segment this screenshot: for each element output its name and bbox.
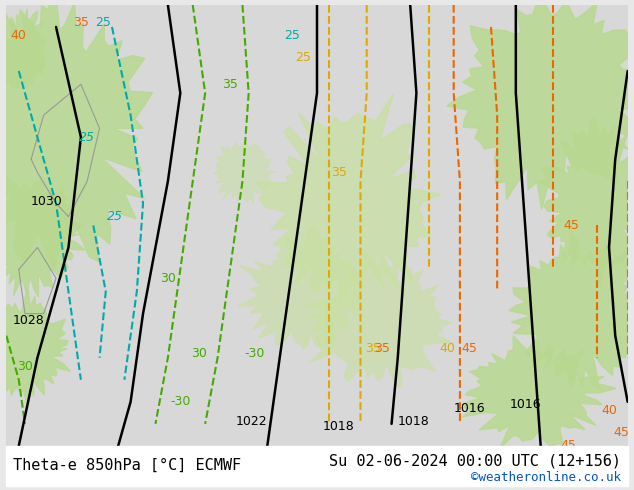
- Text: 1022: 1022: [236, 415, 268, 428]
- Polygon shape: [462, 336, 616, 448]
- Text: 25: 25: [94, 16, 110, 29]
- Text: 40: 40: [601, 404, 617, 417]
- Polygon shape: [0, 174, 86, 297]
- Text: 35: 35: [73, 16, 89, 29]
- Polygon shape: [0, 287, 70, 408]
- Polygon shape: [256, 94, 441, 304]
- Text: 1018: 1018: [398, 415, 429, 428]
- Text: 1016: 1016: [453, 402, 485, 415]
- Text: Theta-e 850hPa [°C] ECMWF: Theta-e 850hPa [°C] ECMWF: [13, 458, 241, 473]
- Text: Su 02-06-2024 00:00 UTC (12+156): Su 02-06-2024 00:00 UTC (12+156): [330, 454, 621, 469]
- Text: 25: 25: [295, 51, 311, 64]
- Polygon shape: [0, 0, 152, 270]
- Text: 25: 25: [284, 29, 300, 42]
- Text: 45: 45: [560, 440, 576, 452]
- Text: -30: -30: [170, 395, 190, 408]
- Text: 30: 30: [17, 360, 33, 373]
- Text: 1030: 1030: [31, 195, 63, 208]
- Text: 25: 25: [79, 131, 95, 144]
- Polygon shape: [306, 252, 454, 387]
- Polygon shape: [0, 9, 46, 88]
- Polygon shape: [237, 226, 359, 349]
- Text: 25: 25: [107, 210, 123, 223]
- Polygon shape: [509, 229, 634, 391]
- Polygon shape: [214, 142, 276, 204]
- Text: 35: 35: [374, 343, 390, 355]
- Text: 45: 45: [462, 343, 477, 355]
- Polygon shape: [537, 117, 634, 289]
- Bar: [6, 446, 628, 486]
- Text: 35: 35: [331, 166, 347, 179]
- Text: 35: 35: [222, 78, 238, 91]
- Text: 45: 45: [614, 426, 630, 439]
- Text: 40: 40: [439, 343, 455, 355]
- Text: 1028: 1028: [12, 314, 44, 327]
- Text: 30: 30: [191, 347, 207, 360]
- Text: -30: -30: [245, 347, 265, 360]
- Text: 40: 40: [11, 29, 27, 42]
- Text: 1018: 1018: [323, 419, 354, 433]
- Text: 45: 45: [564, 219, 579, 232]
- Polygon shape: [447, 0, 634, 210]
- Text: 35: 35: [365, 343, 381, 355]
- Text: 1016: 1016: [509, 397, 541, 411]
- Text: 30: 30: [160, 272, 176, 285]
- Text: ©weatheronline.co.uk: ©weatheronline.co.uk: [472, 471, 621, 484]
